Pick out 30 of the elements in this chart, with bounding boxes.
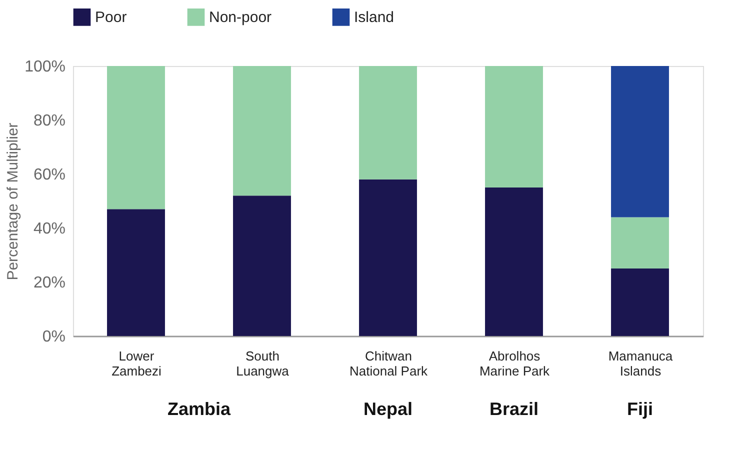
y-tick-label: 100% (24, 58, 66, 76)
bar (611, 66, 669, 218)
legend-label: Non-poor (209, 9, 272, 26)
bar (233, 196, 291, 336)
bar (485, 66, 543, 188)
text: Fiji (627, 399, 653, 419)
x-tick-label: Chitwan National Park (349, 348, 428, 378)
text: Zambia (167, 399, 232, 419)
x-tick-label: Lower Zambezi (112, 348, 162, 378)
text: Brazil (489, 399, 539, 419)
bar (359, 66, 417, 180)
x-tick-label: Abrolhos Marine Park (479, 348, 550, 378)
y-axis-title: Percentage of Multiplier (4, 122, 22, 280)
bar (611, 268, 669, 336)
y-tick-label: 40% (33, 220, 66, 238)
legend-label: Poor (95, 9, 127, 26)
bar (485, 188, 543, 336)
x-tick-label: Mamanuca Islands (608, 348, 674, 378)
y-tick-label: 0% (42, 328, 66, 346)
y-tick-label: 20% (33, 274, 66, 292)
y-tick-label: 80% (33, 112, 66, 130)
x-tick-label: South Luangwa (236, 348, 290, 378)
y-tick-label: 60% (33, 166, 66, 184)
bar (233, 66, 291, 196)
bar (359, 179, 417, 336)
bar (107, 66, 165, 210)
legend-label: Island (354, 9, 394, 26)
bar (107, 209, 165, 336)
bar (611, 217, 669, 268)
text: Nepal (363, 399, 413, 419)
